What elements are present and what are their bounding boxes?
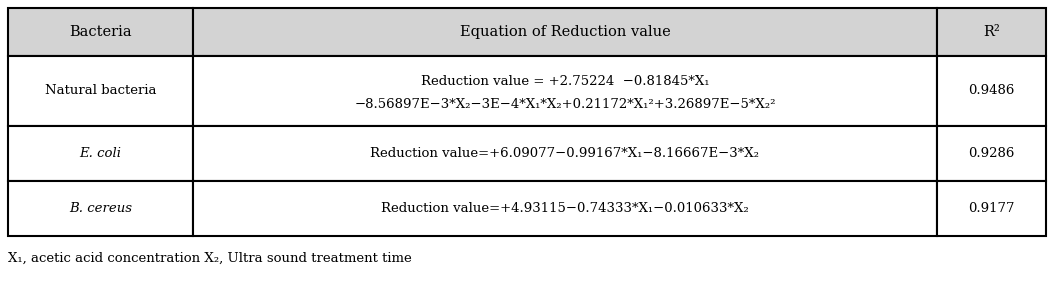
Bar	[937, 181, 1046, 236]
Text: Reduction value=+6.09077−0.99167*X₁−8.16667E−3*X₂: Reduction value=+6.09077−0.99167*X₁−8.16…	[370, 147, 759, 160]
Text: E. coli: E. coli	[79, 147, 121, 160]
Bar	[937, 8, 1046, 56]
Text: −8.56897E−3*X₂−3E−4*X₁*X₂+0.21172*X₁²+3.26897E−5*X₂²: −8.56897E−3*X₂−3E−4*X₁*X₂+0.21172*X₁²+3.…	[354, 98, 776, 112]
Text: Reduction value = +2.75224  −0.81845*X₁: Reduction value = +2.75224 −0.81845*X₁	[421, 75, 709, 88]
Text: 0.9177: 0.9177	[969, 202, 1015, 215]
Bar	[193, 126, 937, 181]
Bar	[193, 56, 937, 126]
Bar	[8, 126, 193, 181]
Bar	[8, 56, 193, 126]
Text: Equation of Reduction value: Equation of Reduction value	[460, 25, 670, 39]
Bar	[8, 181, 193, 236]
Text: Reduction value=+4.93115−0.74333*X₁−0.010633*X₂: Reduction value=+4.93115−0.74333*X₁−0.01…	[380, 202, 748, 215]
Text: X₁, acetic acid concentration X₂, Ultra sound treatment time: X₁, acetic acid concentration X₂, Ultra …	[8, 252, 412, 265]
Text: 0.9486: 0.9486	[969, 84, 1015, 98]
Text: Bacteria: Bacteria	[70, 25, 132, 39]
Bar	[193, 8, 937, 56]
Text: 0.9286: 0.9286	[969, 147, 1015, 160]
Bar	[193, 181, 937, 236]
Text: B. cereus: B. cereus	[69, 202, 132, 215]
Text: Natural bacteria: Natural bacteria	[44, 84, 156, 98]
Text: R²: R²	[983, 25, 1000, 39]
Bar	[937, 126, 1046, 181]
Bar	[937, 56, 1046, 126]
Bar	[8, 8, 193, 56]
